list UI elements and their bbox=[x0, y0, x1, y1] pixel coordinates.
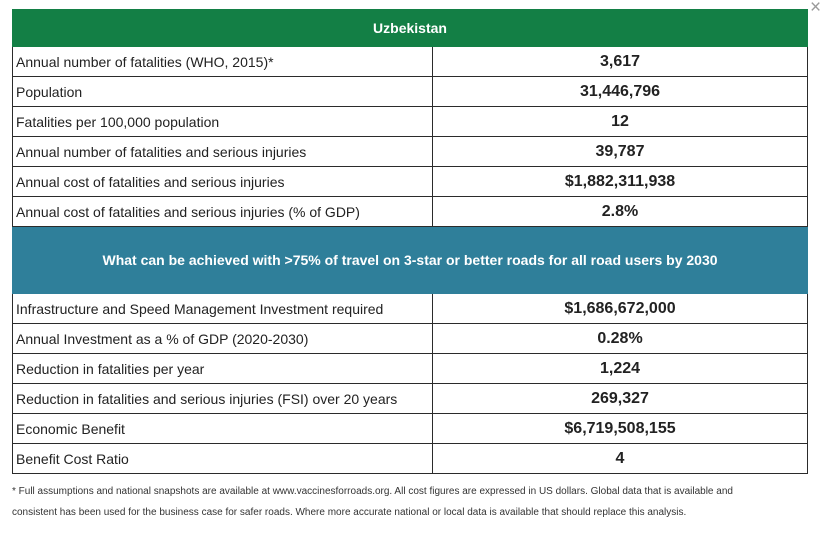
row-value: 269,327 bbox=[431, 383, 809, 414]
row-label: Reduction in fatalities and serious inju… bbox=[12, 383, 433, 414]
table-row: Annual Investment as a % of GDP (2020-20… bbox=[12, 323, 809, 354]
footnote: * Full assumptions and national snapshot… bbox=[12, 486, 733, 518]
row-value: 2.8% bbox=[431, 196, 809, 227]
country-header-row: Uzbekistan bbox=[11, 9, 809, 47]
row-value: $1,686,672,000 bbox=[431, 293, 809, 324]
row-value: $1,882,311,938 bbox=[431, 166, 809, 197]
table-row: Fatalities per 100,000 population 12 bbox=[12, 106, 809, 137]
row-value: 4 bbox=[431, 443, 809, 474]
row-label: Fatalities per 100,000 population bbox=[12, 106, 433, 137]
row-value: $6,719,508,155 bbox=[431, 413, 809, 444]
achieve-header: What can be achieved with >75% of travel… bbox=[11, 226, 809, 294]
table-row: Annual number of fatalities (WHO, 2015)*… bbox=[12, 46, 809, 77]
table-row: Annual cost of fatalities and serious in… bbox=[12, 166, 809, 197]
table-row: Economic Benefit $6,719,508,155 bbox=[12, 413, 809, 444]
country-snapshot-table: Uzbekistan Annual number of fatalities (… bbox=[11, 9, 809, 474]
row-value: 0.28% bbox=[431, 323, 809, 354]
table-row: Annual number of fatalities and serious … bbox=[12, 136, 809, 167]
row-label: Infrastructure and Speed Management Inve… bbox=[12, 293, 433, 324]
row-label: Benefit Cost Ratio bbox=[12, 443, 433, 474]
row-value: 3,617 bbox=[431, 46, 809, 77]
table-row: Benefit Cost Ratio 4 bbox=[12, 443, 809, 474]
row-label: Annual Investment as a % of GDP (2020-20… bbox=[12, 323, 433, 354]
row-value: 31,446,796 bbox=[431, 76, 809, 107]
table-row: Population 31,446,796 bbox=[12, 76, 809, 107]
row-label: Annual cost of fatalities and serious in… bbox=[12, 166, 433, 197]
row-label: Annual number of fatalities (WHO, 2015)* bbox=[12, 46, 433, 77]
achieve-header-row: What can be achieved with >75% of travel… bbox=[11, 226, 809, 294]
row-label: Reduction in fatalities per year bbox=[12, 353, 433, 384]
row-label: Annual cost of fatalities and serious in… bbox=[12, 196, 433, 227]
row-label: Annual number of fatalities and serious … bbox=[12, 136, 433, 167]
table-row: Reduction in fatalities per year 1,224 bbox=[12, 353, 809, 384]
row-value: 12 bbox=[431, 106, 809, 137]
row-label: Economic Benefit bbox=[12, 413, 433, 444]
table-row: Annual cost of fatalities and serious in… bbox=[12, 196, 809, 227]
row-value: 39,787 bbox=[431, 136, 809, 167]
country-header: Uzbekistan bbox=[11, 9, 809, 47]
row-label: Population bbox=[12, 76, 433, 107]
close-icon[interactable]: × bbox=[810, 0, 822, 18]
row-value: 1,224 bbox=[431, 353, 809, 384]
table-row: Infrastructure and Speed Management Inve… bbox=[12, 293, 809, 324]
table-row: Reduction in fatalities and serious inju… bbox=[12, 383, 809, 414]
